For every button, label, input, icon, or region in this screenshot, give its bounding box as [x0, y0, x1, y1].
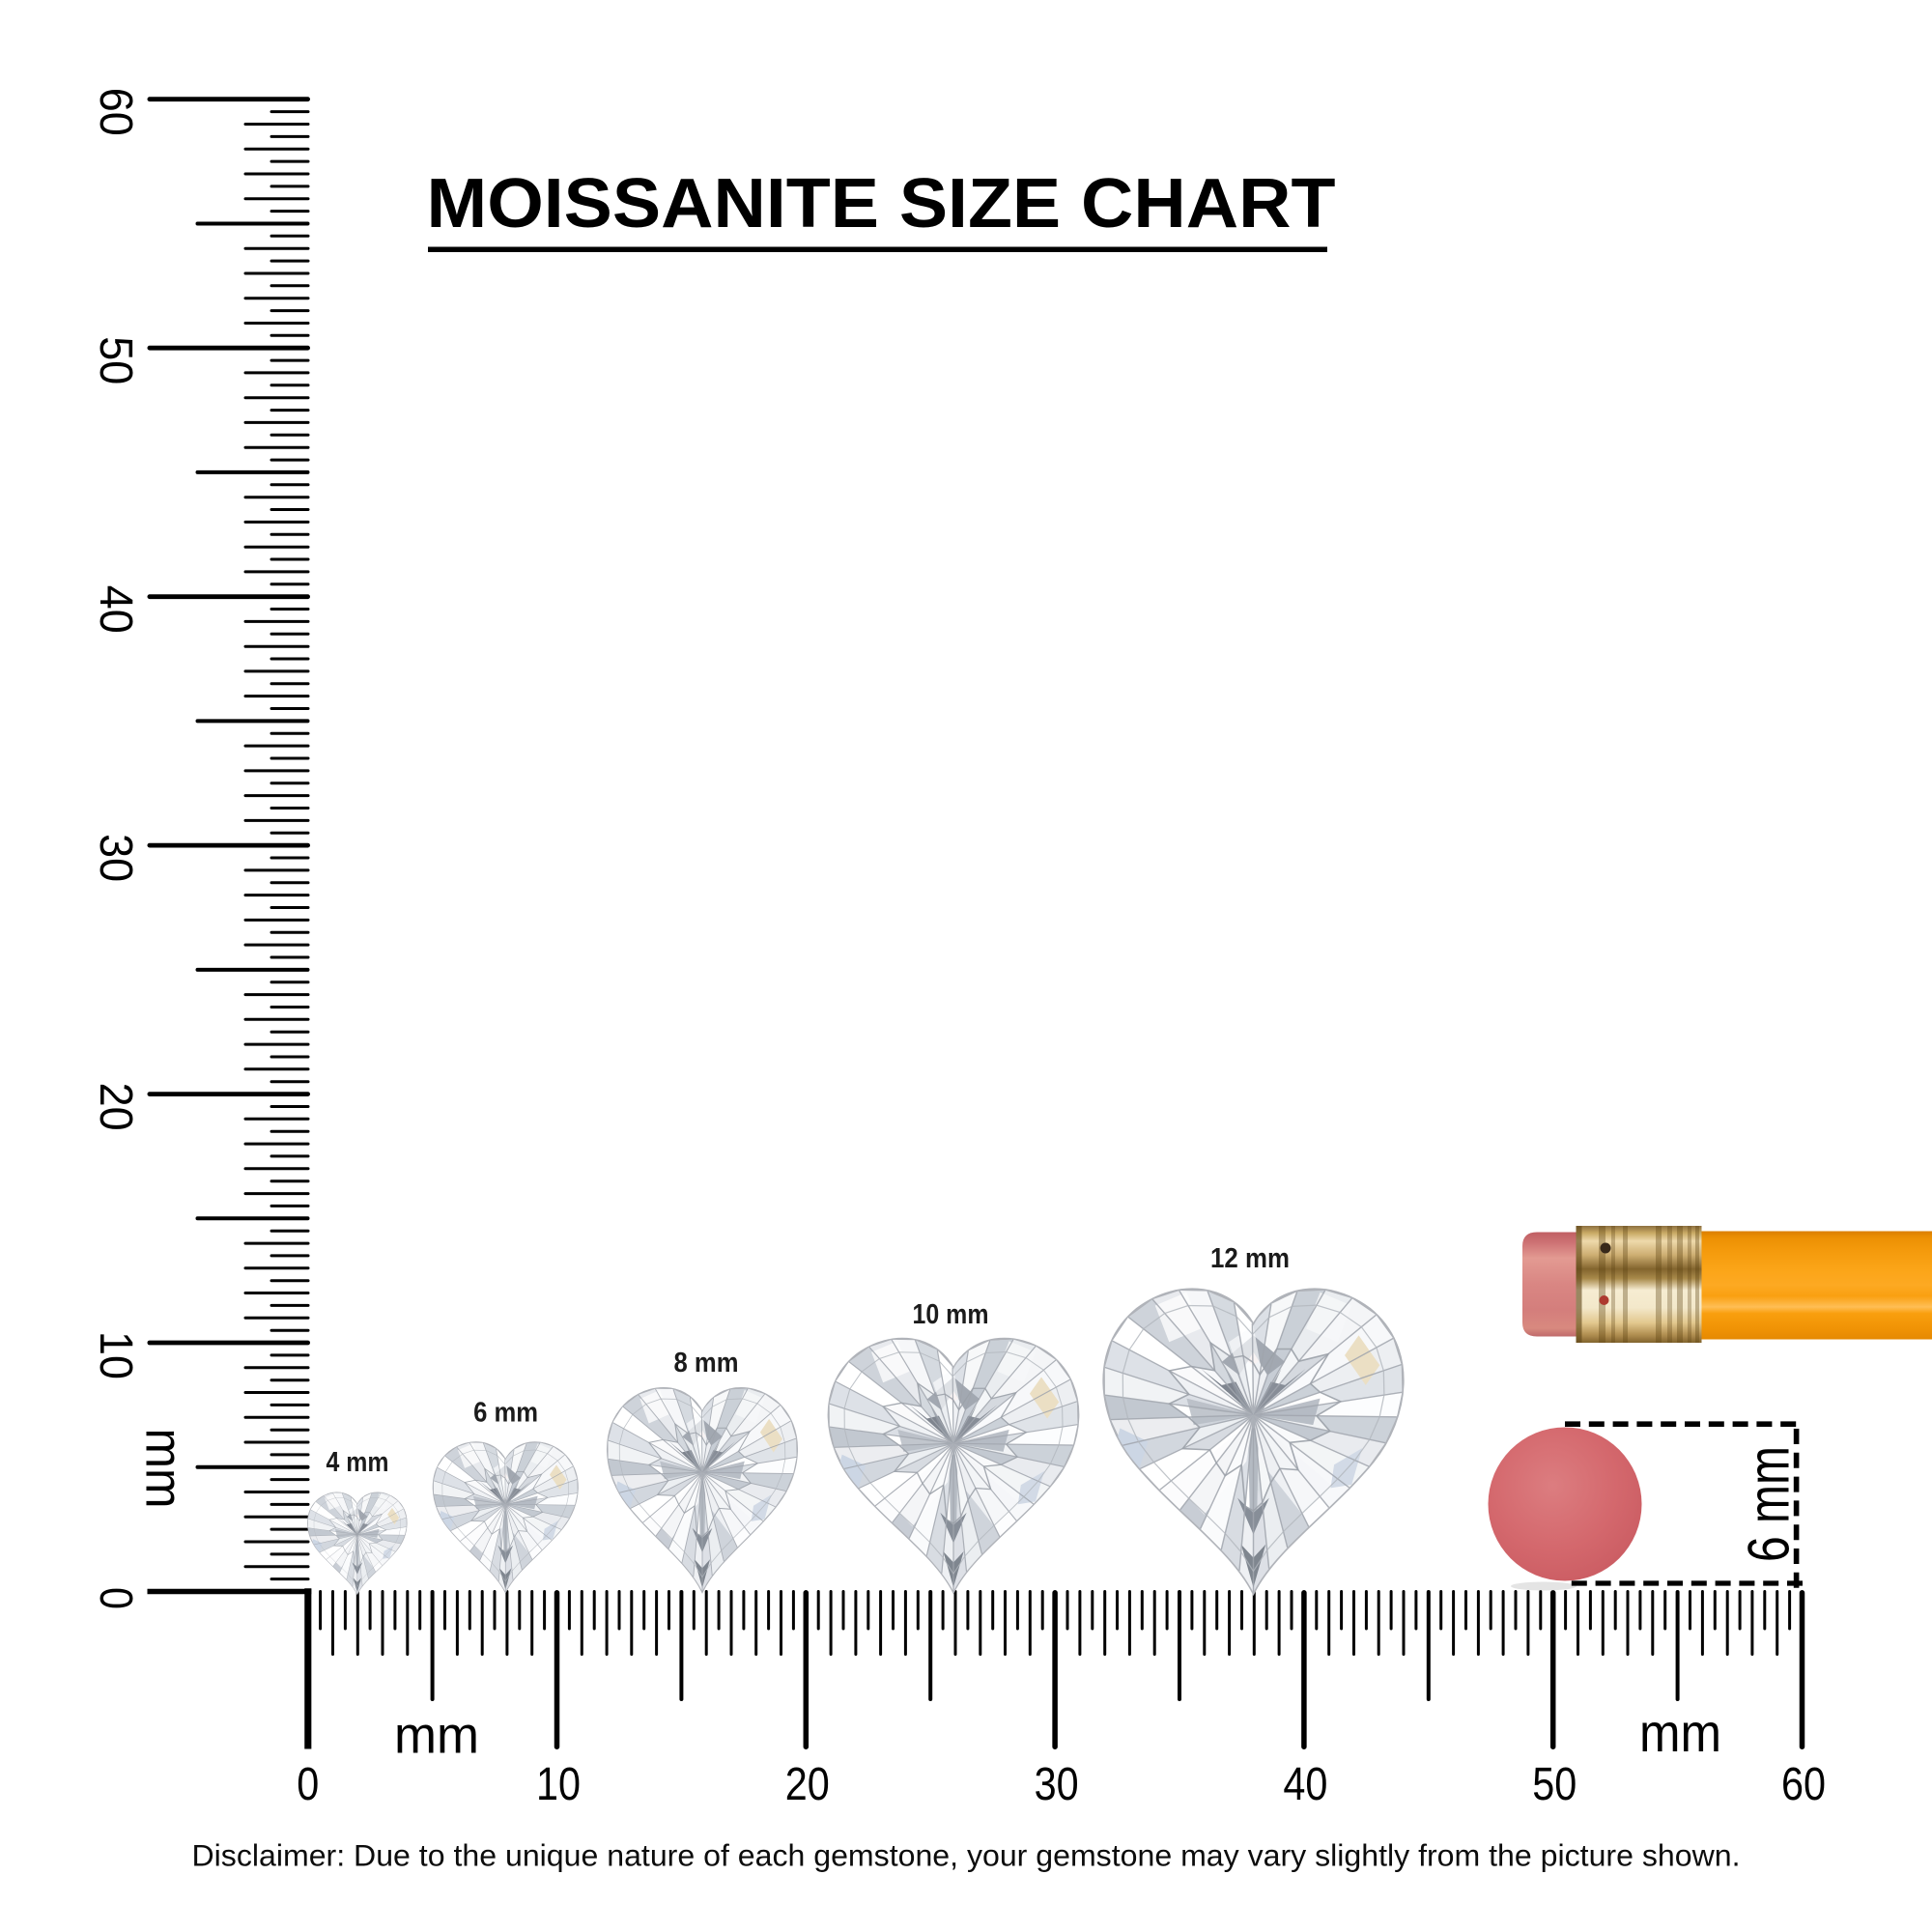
svg-text:10: 10: [90, 1331, 141, 1379]
svg-text:20: 20: [785, 1759, 830, 1810]
svg-text:8 mm: 8 mm: [674, 1348, 739, 1378]
svg-text:30: 30: [90, 834, 141, 882]
svg-text:40: 40: [90, 585, 141, 634]
svg-text:60: 60: [90, 88, 141, 136]
svg-text:0: 0: [90, 1587, 141, 1609]
svg-text:6 mm: 6 mm: [473, 1398, 538, 1429]
svg-text:30: 30: [1035, 1759, 1079, 1810]
svg-text:60: 60: [1781, 1759, 1826, 1810]
svg-text:0: 0: [297, 1759, 319, 1810]
svg-text:40: 40: [1283, 1759, 1327, 1810]
svg-text:mm: mm: [135, 1429, 193, 1509]
svg-text:mm: mm: [394, 1707, 479, 1765]
svg-text:20: 20: [90, 1083, 141, 1131]
svg-text:6 mm: 6 mm: [1737, 1446, 1802, 1562]
svg-text:MOISSANITE SIZE CHART: MOISSANITE SIZE CHART: [427, 165, 1336, 242]
svg-text:mm: mm: [1639, 1702, 1721, 1763]
svg-text:10 mm: 10 mm: [913, 1299, 989, 1330]
svg-text:4 mm: 4 mm: [327, 1447, 389, 1478]
svg-text:50: 50: [90, 336, 141, 384]
svg-text:10: 10: [536, 1759, 581, 1810]
svg-text:50: 50: [1532, 1759, 1577, 1810]
svg-text:Disclaimer: Due to the unique: Disclaimer: Due to the unique nature of …: [192, 1837, 1741, 1872]
svg-text:12 mm: 12 mm: [1210, 1243, 1290, 1274]
